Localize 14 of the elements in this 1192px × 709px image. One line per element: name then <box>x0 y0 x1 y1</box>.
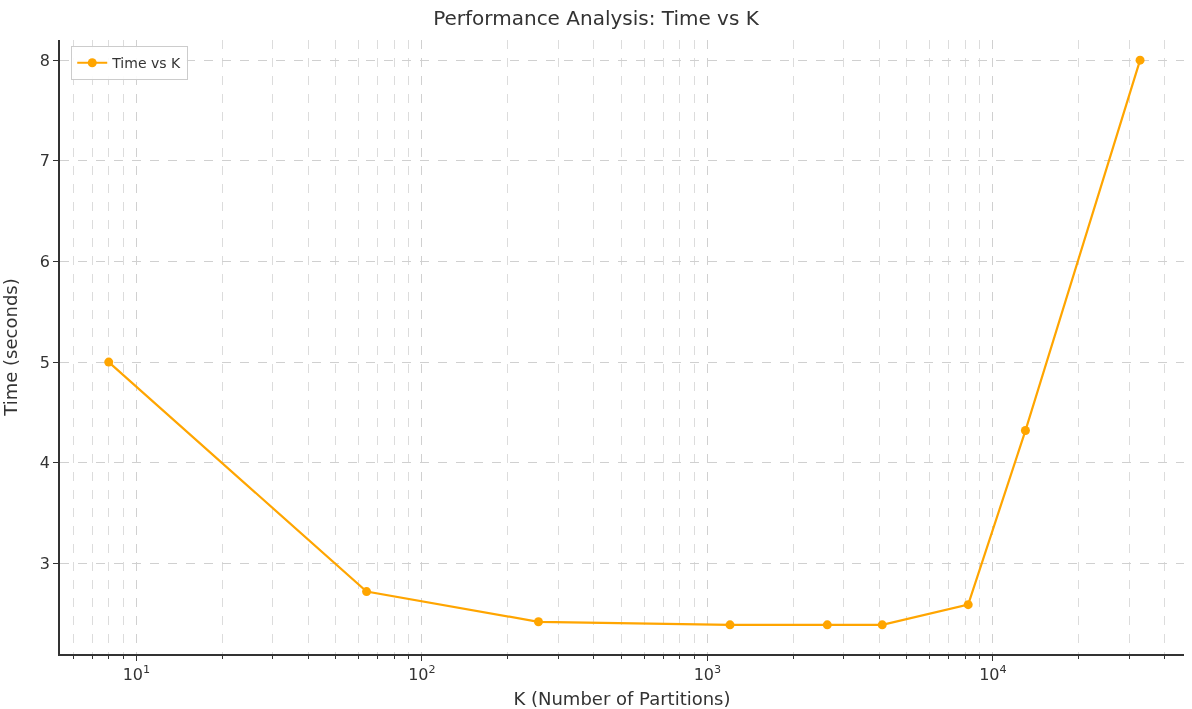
x-tick-label: 10$^{1}$ <box>122 663 151 684</box>
x-tick-label: 10$^{3}$ <box>693 663 722 684</box>
y-tick-label: 7 <box>39 151 51 171</box>
x-axis-title: K (Number of Partitions) <box>513 688 731 709</box>
legend-label: Time vs K <box>111 55 181 72</box>
y-tick-label: 3 <box>39 554 51 574</box>
chart-title: Performance Analysis: Time vs K <box>433 5 760 30</box>
x-tick-label: 10$^{4}$ <box>979 663 1007 684</box>
y-axis-title: Time (seconds) <box>0 278 21 417</box>
y-tick-label: 6 <box>39 252 51 272</box>
x-tick-label: 10$^{2}$ <box>408 663 436 684</box>
y-tick-label: 4 <box>39 453 51 473</box>
y-tick-label: 8 <box>39 50 51 70</box>
y-tick-label: 5 <box>39 352 51 372</box>
